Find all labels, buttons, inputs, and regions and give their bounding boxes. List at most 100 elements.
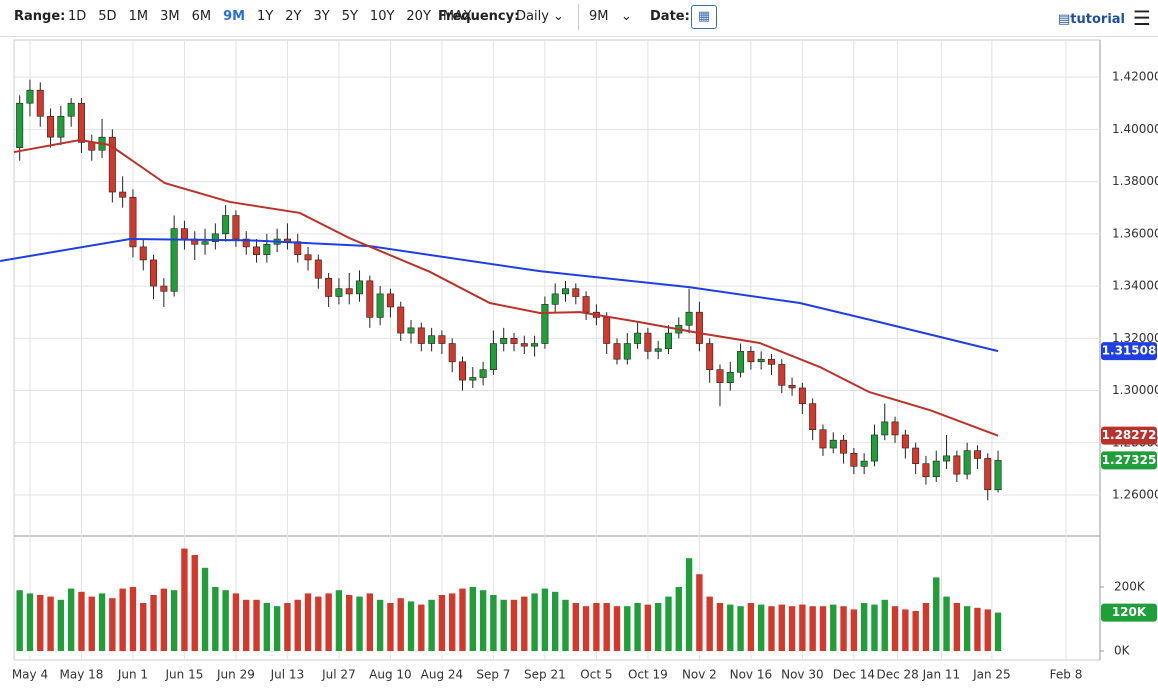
y-tick-label: 1.34000	[1112, 279, 1158, 293]
volume-bar	[304, 593, 312, 651]
range-button[interactable]: 1M	[128, 9, 149, 24]
range-button[interactable]: 6M	[191, 9, 212, 24]
range-button[interactable]: 5D	[98, 9, 117, 24]
volume-bar	[819, 606, 827, 651]
divider	[578, 4, 579, 30]
range-button[interactable]: 20Y	[406, 9, 431, 24]
candle-body	[891, 421, 899, 436]
range-button[interactable]: 9M	[223, 9, 246, 24]
x-tick-label: Jun 29	[216, 668, 255, 682]
candle-body	[469, 377, 477, 381]
candle-body	[47, 115, 55, 138]
date-label: Date:	[650, 9, 690, 24]
x-tick-label: Jul 27	[321, 668, 356, 682]
volume-bar	[860, 603, 868, 651]
candle-body	[531, 343, 539, 347]
price-badge-bg	[1101, 342, 1157, 361]
volume-bar	[335, 590, 343, 651]
volume-bar	[160, 588, 168, 651]
volume-bar	[716, 603, 724, 651]
volume-bar	[850, 609, 858, 651]
period-value: 9M	[589, 9, 609, 24]
range-button[interactable]: 1D	[68, 9, 87, 24]
volume-bar	[16, 590, 23, 651]
calendar-button[interactable]: ▦	[691, 5, 717, 29]
x-tick-label: Nov 16	[730, 668, 773, 682]
volume-bar	[490, 595, 497, 651]
candle-body	[119, 191, 127, 198]
candle-body	[963, 450, 971, 475]
candle-body	[438, 335, 446, 344]
candle-body	[479, 369, 487, 378]
volume-bar	[891, 606, 899, 651]
volume-bar	[788, 606, 796, 651]
candle-body	[16, 102, 24, 148]
volume-bar	[98, 593, 106, 651]
volume-bar	[510, 599, 518, 651]
volume-bar	[809, 606, 816, 651]
menu-button[interactable]: ☰	[1133, 6, 1151, 30]
volume-bar	[768, 606, 775, 651]
volume-tick-label: 200K	[1114, 580, 1146, 594]
volume-bar	[984, 609, 991, 651]
volume-bar	[634, 603, 641, 651]
candle-body	[448, 343, 456, 363]
candle-body	[973, 450, 981, 459]
candle-body	[582, 296, 590, 313]
candle-body	[428, 335, 436, 344]
volume-bar	[665, 596, 672, 651]
range-button[interactable]: 5Y	[341, 9, 358, 24]
candle-body	[160, 285, 168, 292]
volume-bar	[294, 599, 301, 651]
candle-body	[572, 288, 580, 297]
volume-bar	[603, 603, 610, 651]
candle-body	[232, 215, 240, 240]
volume-bar	[212, 587, 219, 651]
volume-bar	[737, 606, 744, 651]
volume-bar	[933, 577, 940, 651]
volume-bar	[201, 567, 209, 651]
candle-body	[716, 369, 724, 384]
period-select[interactable]: 9M ⌄	[589, 9, 632, 24]
volume-bar	[222, 590, 229, 651]
x-tick-label: Jun 1	[117, 668, 148, 682]
candle-body	[623, 343, 631, 360]
candle-body	[767, 358, 775, 365]
x-tick-label: Oct 5	[580, 668, 612, 682]
volume-bar	[150, 595, 157, 651]
volume-bar	[696, 574, 703, 651]
volume-bar	[57, 599, 65, 651]
candle-body	[407, 327, 415, 334]
x-tick-label: Dec 28	[876, 668, 918, 682]
volume-bar	[644, 604, 652, 651]
volume-bar	[438, 595, 446, 651]
x-tick-label: Jun 15	[165, 668, 204, 682]
x-tick-label: Aug 10	[369, 668, 412, 682]
y-tick-label: 1.32000	[1112, 331, 1158, 345]
frequency-label: Frequency:	[438, 9, 520, 24]
frequency-value: Daily	[516, 9, 549, 24]
tutorial-link[interactable]: ▤tutorial	[1058, 12, 1126, 27]
candle-body	[366, 280, 374, 318]
range-button[interactable]: 1Y	[257, 9, 274, 24]
x-tick-label: Jan 11	[922, 668, 961, 682]
volume-bar	[500, 599, 507, 651]
candle-body	[108, 136, 116, 193]
candle-body	[778, 364, 786, 386]
range-button[interactable]: MAX	[442, 9, 472, 24]
candle-body	[314, 259, 322, 279]
volume-bar	[871, 604, 878, 651]
range-button[interactable]: 3Y	[313, 9, 330, 24]
frequency-select[interactable]: Daily ⌄	[516, 9, 564, 24]
candle-body	[88, 142, 96, 151]
volume-bar	[479, 590, 487, 651]
range-button[interactable]: 3M	[160, 9, 180, 24]
x-tick-label: Dec 14	[833, 668, 875, 682]
candle-body	[994, 460, 1002, 491]
volume-bar	[675, 587, 682, 651]
volume-bar	[284, 603, 291, 651]
range-button[interactable]: 10Y	[369, 9, 395, 24]
volume-bar	[47, 596, 54, 651]
range-button[interactable]: 2Y	[285, 9, 302, 24]
candle-body	[397, 306, 405, 334]
